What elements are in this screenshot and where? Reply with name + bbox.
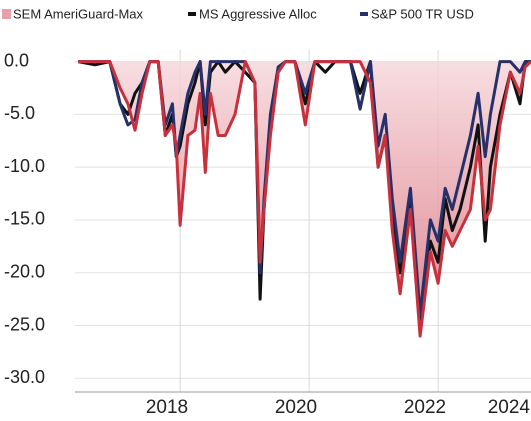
legend: SEM AmeriGuard-Max MS Aggressive Alloc S&P…: [2, 6, 474, 21]
legend-swatch: [360, 12, 368, 16]
x-tick-label: 2024: [488, 397, 531, 418]
y-tick-label: -25.0: [4, 314, 45, 334]
x-tick-label: 2022: [404, 397, 446, 418]
y-tick-label: -15.0: [4, 209, 45, 229]
y-tick-label: -10.0: [4, 156, 45, 176]
legend-swatch: [188, 12, 196, 16]
y-tick-label: -5.0: [4, 103, 35, 123]
y-tick-label: -30.0: [4, 367, 45, 387]
series-line: [78, 60, 531, 338]
x-tick-label: 2018: [146, 397, 188, 418]
x-tick-label: 2020: [275, 397, 317, 418]
legend-swatch: [2, 9, 11, 19]
y-tick-label: 0.0: [4, 50, 29, 70]
legend-label: S&P 500 TR USD: [371, 6, 474, 21]
legend-label: SEM AmeriGuard-Max: [13, 6, 144, 21]
y-tick-label: -20.0: [4, 261, 45, 281]
legend-label: MS Aggressive Alloc: [199, 6, 317, 21]
